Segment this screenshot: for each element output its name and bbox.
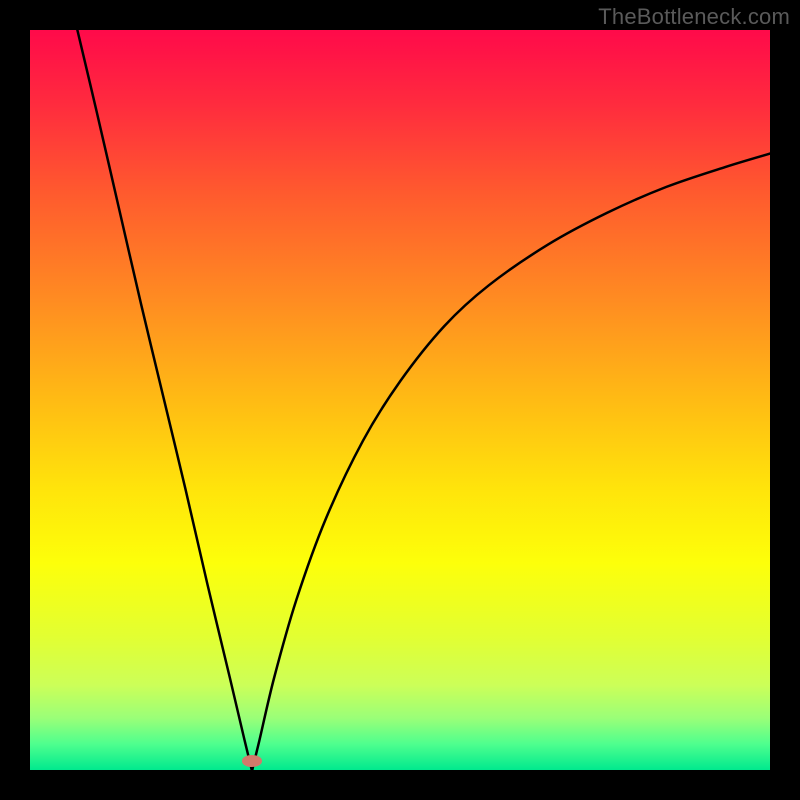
watermark-text: TheBottleneck.com: [598, 4, 790, 30]
bottleneck-curve: [30, 30, 770, 770]
plot-area: [30, 30, 770, 770]
